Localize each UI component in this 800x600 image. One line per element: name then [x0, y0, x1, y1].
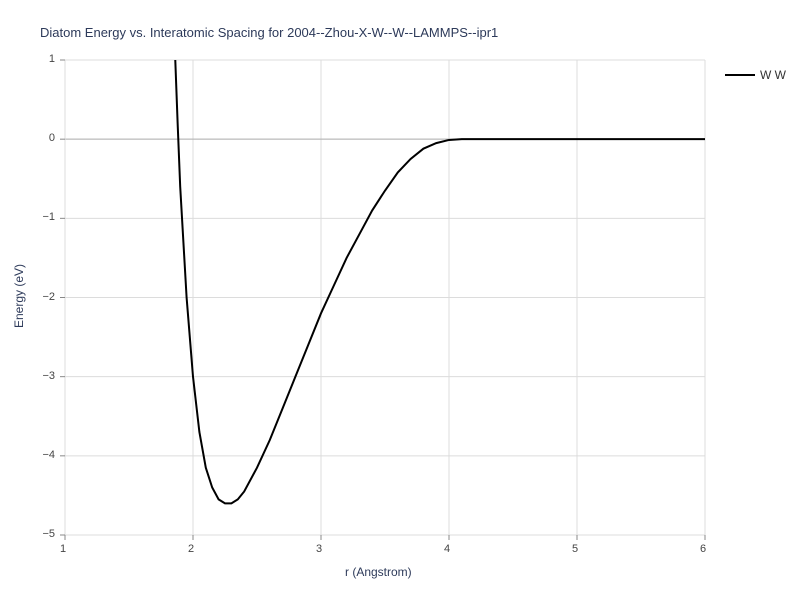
y-tick-label: −1 — [42, 211, 55, 223]
legend-line — [725, 74, 755, 76]
series-line — [167, 0, 705, 503]
y-tick-label: 0 — [49, 132, 55, 144]
x-tick-label: 3 — [316, 543, 322, 555]
chart-svg — [0, 0, 800, 600]
chart-container: Diatom Energy vs. Interatomic Spacing fo… — [0, 0, 800, 600]
y-tick-label: −2 — [42, 291, 55, 303]
x-tick-label: 2 — [188, 543, 194, 555]
x-tick-label: 1 — [60, 543, 66, 555]
x-tick-label: 6 — [700, 543, 706, 555]
y-tick-label: −3 — [42, 370, 55, 382]
y-tick-label: 1 — [49, 53, 55, 65]
legend-item: W W — [725, 68, 786, 82]
y-tick-label: −4 — [42, 449, 55, 461]
x-tick-label: 5 — [572, 543, 578, 555]
legend-text: W W — [760, 68, 786, 82]
x-tick-label: 4 — [444, 543, 450, 555]
y-tick-label: −5 — [42, 528, 55, 540]
